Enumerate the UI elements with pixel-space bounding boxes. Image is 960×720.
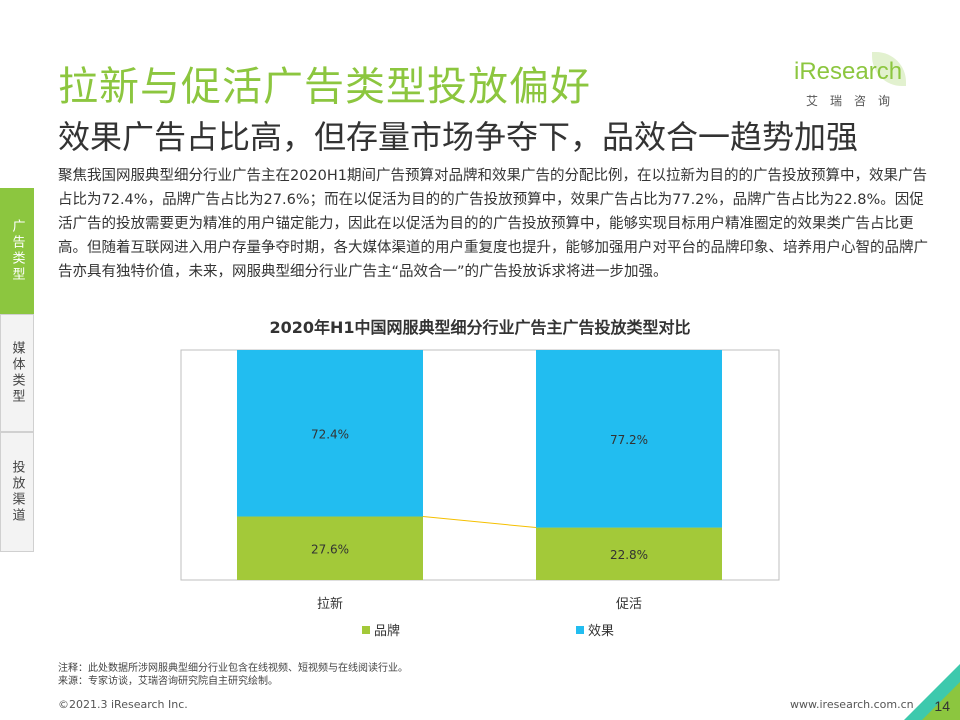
footer-copyright: ©2021.3 iResearch Inc. [58, 698, 188, 711]
legend-label: 品牌 [374, 623, 400, 639]
chart-notes: 注释：此处数据所涉网服典型细分行业包含在线视频、短视频与在线阅读行业。 来源：专… [58, 662, 408, 688]
side-tab-label: 广告类型 [9, 219, 25, 283]
x-tick-label: 促活 [616, 597, 642, 612]
bar-brand-1 [237, 516, 423, 580]
data-label: 77.2% [610, 433, 648, 447]
data-label: 22.8% [610, 548, 648, 562]
legend-label: 效果 [588, 624, 614, 639]
plot-area-frame [180, 349, 780, 581]
chart-title: 2020年H1中国网服典型细分行业广告主广告投放类型对比 [269, 318, 691, 337]
data-label: 27.6% [311, 542, 349, 556]
legend-swatch [576, 626, 584, 634]
side-tab-media-type[interactable]: 媒体类型 [0, 314, 34, 432]
bar-performance-1 [237, 350, 423, 517]
side-tab-channel[interactable]: 投放渠道 [0, 432, 34, 552]
side-tab-ad-type[interactable]: 广告类型 [0, 188, 34, 314]
data-label: 72.4% [311, 427, 349, 441]
body-paragraph: 聚焦我国网服典型细分行业广告主在2020H1期间广告预算对品牌和效果广告的分配比… [58, 168, 928, 280]
side-tab-label: 媒体类型 [9, 341, 25, 405]
iresearch-logo: iResearch 艾瑞咨询 [790, 52, 920, 112]
x-tick-label: 拉新 [317, 596, 343, 612]
logo-subtitle: 艾瑞咨询 [806, 94, 903, 108]
series-connector-line [422, 516, 537, 529]
bar-performance-2 [536, 350, 722, 528]
bar-brand-2 [536, 527, 722, 580]
note-text: 注释：此处数据所涉网服典型细分行业包含在线视频、短视频与在线阅读行业。 [58, 663, 408, 674]
legend-swatch [362, 626, 370, 634]
corner-decoration [904, 664, 960, 720]
source-text: 来源：专家访谈，艾瑞咨询研究院自主研究绘制。 [58, 676, 278, 687]
side-tab-label: 投放渠道 [9, 460, 25, 524]
page-subtitle: 效果广告占比高，但存量市场争夺下，品效合一趋势加强 [58, 118, 859, 156]
page-title: 拉新与促活广告类型投放偏好 [58, 64, 591, 110]
page-number: 14 [934, 698, 950, 714]
footer-url[interactable]: www.iresearch.com.cn [790, 698, 914, 711]
logo-wordmark: iResearch [794, 58, 903, 85]
